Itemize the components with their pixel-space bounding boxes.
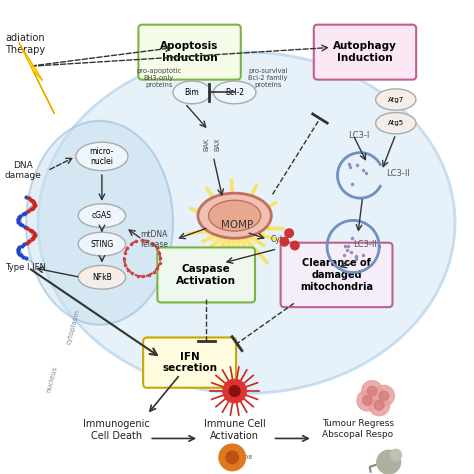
Ellipse shape (78, 204, 126, 228)
Circle shape (367, 386, 377, 396)
Circle shape (291, 241, 299, 250)
Text: cytoplasm: cytoplasm (66, 309, 81, 345)
Text: micro-
nuclei: micro- nuclei (90, 147, 114, 166)
Text: Tumour Regress
Abscopal Respo: Tumour Regress Abscopal Respo (322, 419, 394, 439)
Text: LC3-II: LC3-II (386, 169, 410, 177)
Text: CD8: CD8 (239, 455, 253, 460)
Circle shape (226, 451, 238, 464)
FancyBboxPatch shape (281, 243, 392, 307)
Text: Bim: Bim (184, 88, 200, 97)
Text: Cyt-c: Cyt-c (270, 235, 290, 244)
Text: IFN
secretion: IFN secretion (162, 352, 217, 374)
Text: MOMP: MOMP (221, 220, 253, 230)
Ellipse shape (78, 265, 126, 289)
Ellipse shape (198, 193, 271, 238)
Ellipse shape (375, 89, 416, 110)
Polygon shape (19, 43, 55, 114)
Text: DNA
damage: DNA damage (5, 161, 42, 180)
FancyBboxPatch shape (157, 247, 255, 302)
Ellipse shape (26, 121, 173, 325)
FancyBboxPatch shape (138, 25, 241, 80)
Circle shape (369, 395, 390, 416)
Text: Caspase
Activation: Caspase Activation (176, 264, 236, 286)
Text: pro-apoptotic
BH3-only
proteins: pro-apoptotic BH3-only proteins (136, 68, 182, 88)
Circle shape (379, 391, 389, 401)
Text: Immunogenic
Cell Death: Immunogenic Cell Death (83, 419, 149, 441)
Text: BAX: BAX (214, 138, 220, 151)
Text: Autophagy
Induction: Autophagy Induction (333, 41, 397, 63)
Text: Immune Cell
Activation: Immune Cell Activation (204, 419, 265, 441)
Text: adiation
Therapy: adiation Therapy (5, 33, 45, 55)
Ellipse shape (78, 232, 126, 256)
Text: cGAS: cGAS (92, 211, 112, 220)
Circle shape (229, 386, 240, 396)
Text: NFkB: NFkB (92, 273, 112, 282)
Circle shape (219, 444, 246, 471)
Text: Bcl-2: Bcl-2 (225, 88, 244, 97)
Ellipse shape (76, 142, 128, 171)
Circle shape (357, 390, 378, 411)
Circle shape (374, 385, 394, 406)
Ellipse shape (375, 113, 416, 134)
Text: STING: STING (90, 240, 114, 248)
Circle shape (363, 396, 372, 405)
Circle shape (280, 237, 289, 246)
Text: nucleus: nucleus (46, 365, 59, 393)
Text: Clearance of
damaged
mitochondria: Clearance of damaged mitochondria (300, 258, 373, 292)
Ellipse shape (38, 52, 455, 393)
Text: Type I IFN: Type I IFN (5, 264, 46, 272)
Circle shape (362, 381, 383, 401)
Text: Apoptosis
Induction: Apoptosis Induction (160, 41, 219, 63)
Text: BAK: BAK (203, 138, 209, 151)
Circle shape (390, 449, 401, 461)
Ellipse shape (173, 81, 211, 104)
Text: pro-survival
Bcl-2 family
proteins: pro-survival Bcl-2 family proteins (248, 68, 288, 88)
Circle shape (285, 229, 293, 237)
Ellipse shape (213, 81, 256, 104)
Text: LC3-II: LC3-II (353, 240, 377, 248)
Text: LC3-I: LC3-I (348, 131, 370, 139)
Circle shape (377, 450, 401, 474)
Text: Atg7: Atg7 (388, 97, 404, 102)
Text: mtDNA
release: mtDNA release (140, 230, 168, 249)
Text: Atg5: Atg5 (388, 120, 404, 126)
Ellipse shape (209, 200, 261, 231)
Ellipse shape (204, 206, 265, 249)
Circle shape (374, 401, 384, 410)
Circle shape (223, 379, 246, 403)
FancyBboxPatch shape (143, 337, 236, 388)
FancyBboxPatch shape (314, 25, 416, 80)
